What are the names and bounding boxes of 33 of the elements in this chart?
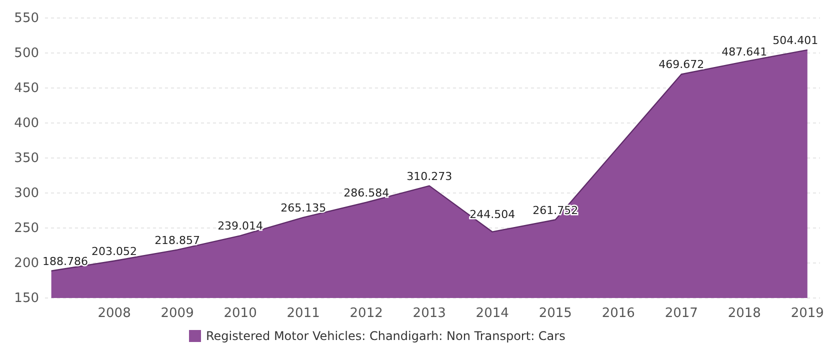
y-tick-label: 200 — [14, 256, 39, 271]
x-tick-label: 2015 — [538, 306, 572, 321]
x-tick-label: 2011 — [286, 306, 320, 321]
x-tick-label: 2010 — [224, 306, 257, 321]
data-label: 265.135 — [280, 201, 326, 214]
x-tick-label: 2012 — [350, 306, 383, 321]
x-tick-label: 2008 — [98, 306, 131, 321]
data-label: 487.641 — [722, 46, 768, 59]
data-label: 310.273 — [406, 170, 452, 183]
y-tick-label: 350 — [14, 151, 39, 166]
data-label: 504.401 — [772, 34, 818, 47]
legend-label: Registered Motor Vehicles: Chandigarh: Non Transport: Cars — [206, 329, 566, 343]
x-tick-label: 2019 — [790, 306, 824, 321]
data-label: 286.584 — [344, 186, 390, 200]
data-label: 469.672 — [658, 58, 704, 72]
y-tick-label: 550 — [14, 11, 39, 26]
x-tick-label: 2013 — [412, 306, 446, 321]
y-tick-label: 150 — [14, 291, 39, 306]
y-tick-label: 250 — [14, 221, 39, 236]
x-tick-label: 2016 — [602, 306, 635, 321]
x-tick-label: 2017 — [664, 306, 698, 321]
data-label: 203.052 — [92, 244, 138, 258]
x-tick-label: 2014 — [476, 306, 509, 321]
data-label: 218.857 — [154, 234, 200, 247]
y-tick-label: 500 — [14, 46, 39, 61]
y-tick-label: 300 — [14, 186, 39, 201]
x-tick-label: 2009 — [160, 306, 194, 321]
data-label: 244.504 — [470, 208, 516, 221]
data-label: 188.786 — [42, 254, 88, 268]
y-tick-label: 400 — [14, 116, 39, 131]
x-tick-label: 2018 — [728, 306, 761, 321]
y-tick-label: 450 — [14, 81, 39, 96]
data-label: 239.014 — [218, 220, 264, 233]
